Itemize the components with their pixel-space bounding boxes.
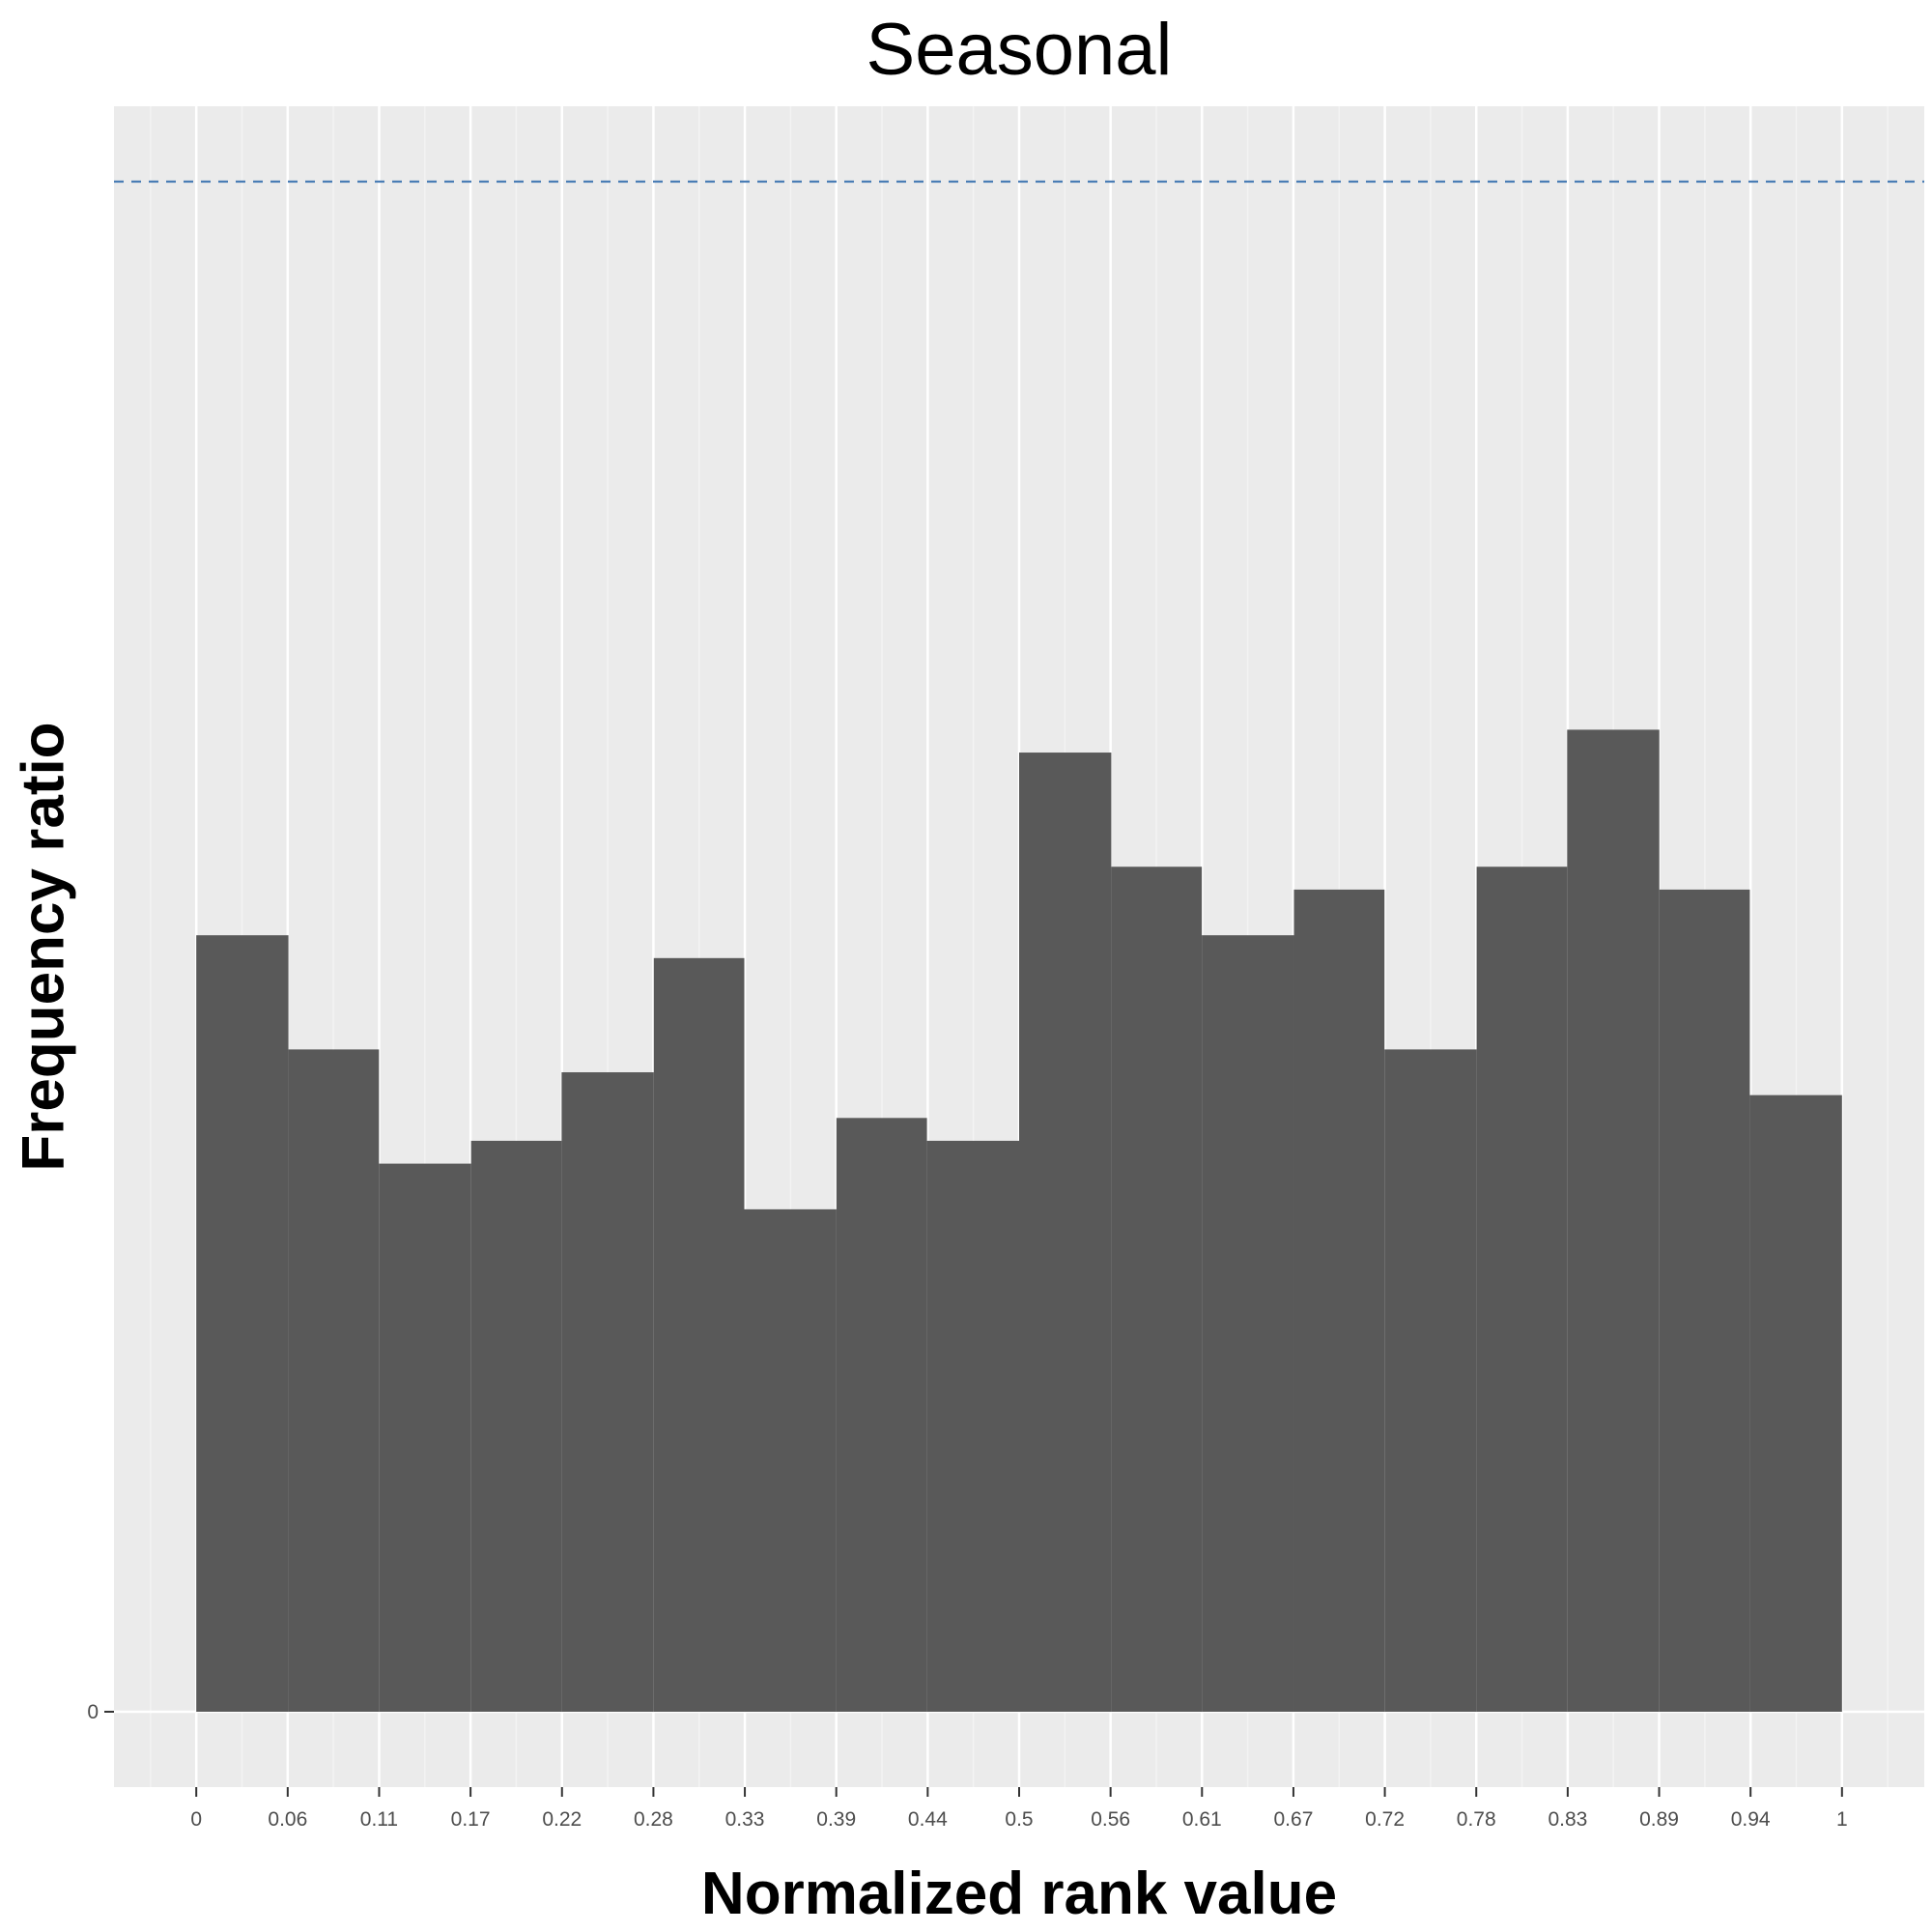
histogram-bar (926, 1140, 1019, 1712)
x-tick-label: 0.56 (1091, 1808, 1130, 1831)
x-tick-label: 0.22 (542, 1808, 582, 1831)
histogram-bar (836, 1118, 927, 1712)
x-tick-label: 0.89 (1639, 1808, 1679, 1831)
x-tick-label: 0.06 (268, 1808, 307, 1831)
x-tick-label: 0.94 (1731, 1808, 1771, 1831)
x-tick-label: 1 (1836, 1808, 1848, 1831)
x-axis-title: Normalized rank value (700, 1861, 1338, 1927)
x-tick-label: 0.5 (1005, 1808, 1033, 1831)
histogram-bar (1202, 935, 1294, 1712)
histogram-bar (561, 1072, 654, 1712)
histogram-bar (1659, 889, 1750, 1712)
y-tick-label: 0 (87, 1701, 99, 1723)
histogram-bar (1476, 867, 1568, 1712)
histogram-bar (1111, 867, 1203, 1712)
histogram-bar (653, 957, 745, 1712)
y-axis-title-wrap: Frequency ratio (10, 106, 77, 1787)
chart-title: Seasonal (866, 9, 1173, 91)
x-tick-label: 0.28 (634, 1808, 673, 1831)
histogram-bar (1749, 1094, 1842, 1712)
histogram-bar (379, 1163, 471, 1712)
histogram-bar (470, 1140, 562, 1712)
histogram-bar (288, 1049, 380, 1712)
x-tick-label: 0.33 (725, 1808, 765, 1831)
x-tick-label: 0.78 (1457, 1808, 1496, 1831)
x-tick-label: 0.72 (1365, 1808, 1405, 1831)
x-tick-label: 0.17 (451, 1808, 491, 1831)
y-axis-title: Frequency ratio (10, 722, 77, 1172)
x-tick-label: 0.39 (816, 1808, 856, 1831)
histogram-bar (744, 1208, 837, 1712)
x-tick-label: 0.67 (1274, 1808, 1314, 1831)
histogram-bar (1293, 889, 1385, 1712)
x-tick-label: 0.83 (1548, 1808, 1587, 1831)
histogram-bar (1384, 1049, 1477, 1712)
histogram-bar (1567, 729, 1660, 1712)
histogram-bar (1019, 753, 1112, 1712)
x-tick-label: 0.11 (360, 1808, 398, 1831)
x-tick-label: 0.61 (1182, 1808, 1222, 1831)
x-tick-label: 0 (190, 1808, 202, 1831)
x-tick-label: 0.44 (908, 1808, 948, 1831)
histogram-bar (196, 935, 289, 1712)
